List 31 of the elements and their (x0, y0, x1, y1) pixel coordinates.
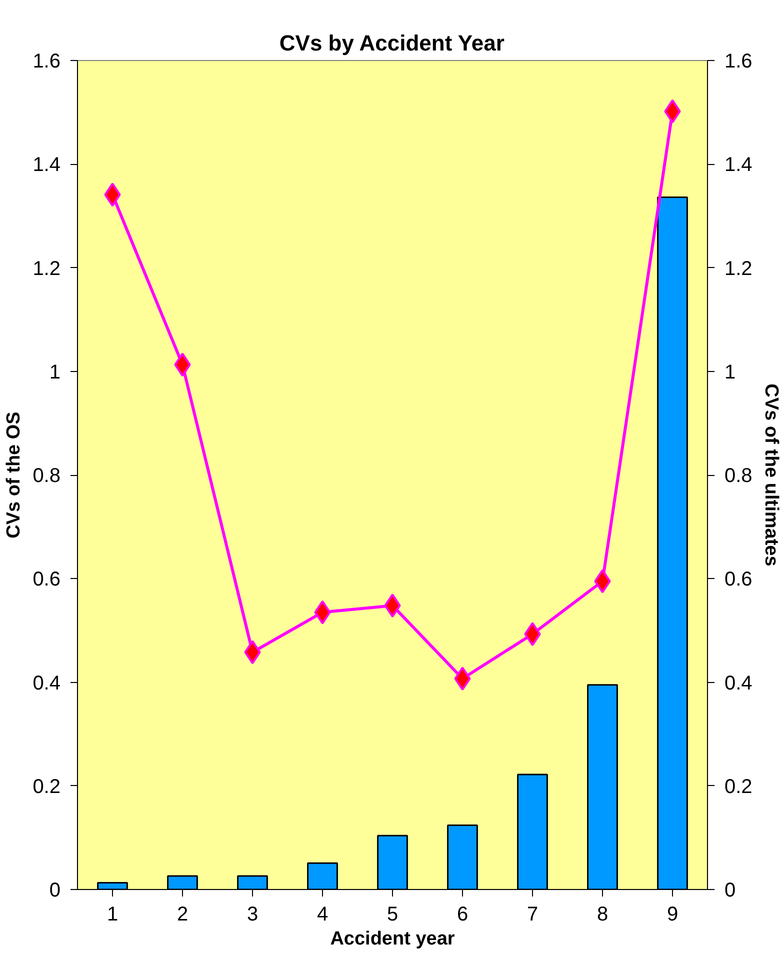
y2-tick-label: 0 (724, 880, 736, 902)
y2-tick-label: 0.2 (724, 776, 752, 798)
x-axis-title: Accident year (330, 928, 456, 950)
y2-tick-label: 1.4 (724, 154, 752, 176)
y2-tick-label: 0.6 (724, 568, 752, 591)
x-tick-label: 5 (386, 904, 398, 926)
y-tick-label: 0.6 (32, 568, 61, 591)
x-tick-label: 3 (246, 904, 258, 926)
x-tick-label: 4 (316, 904, 328, 926)
x-tick-label: 1 (106, 904, 118, 926)
y-tick-label: 1 (49, 361, 60, 384)
y2-tick-label: 0.8 (724, 465, 752, 487)
y2-tick-label: 0.4 (724, 672, 752, 694)
y2-tick-label: 1 (724, 361, 736, 384)
x-tick-label: 7 (526, 904, 538, 926)
y-tick-label: 1.6 (32, 50, 61, 72)
y-tick-label: 0 (49, 880, 60, 902)
x-tick-label: 8 (596, 904, 608, 926)
y-tick-label: 1.2 (32, 258, 61, 280)
y-tick-label: 1.4 (32, 154, 61, 176)
y-tick-label: 0.2 (32, 776, 61, 798)
y2-axis-title: CVs of the ultimates (760, 384, 782, 566)
x-tick-label: 2 (176, 904, 188, 926)
x-tick-label: 9 (666, 904, 678, 926)
y-tick-label: 0.8 (32, 465, 61, 487)
y-axis-title: CVs of the OS (4, 412, 25, 538)
y-tick-label: 0.4 (32, 672, 61, 694)
chart-title: CVs by Accident Year (279, 30, 505, 56)
x-tick-label: 6 (456, 904, 468, 926)
y2-tick-label: 1.6 (724, 50, 752, 72)
y2-tick-label: 1.2 (724, 258, 752, 280)
